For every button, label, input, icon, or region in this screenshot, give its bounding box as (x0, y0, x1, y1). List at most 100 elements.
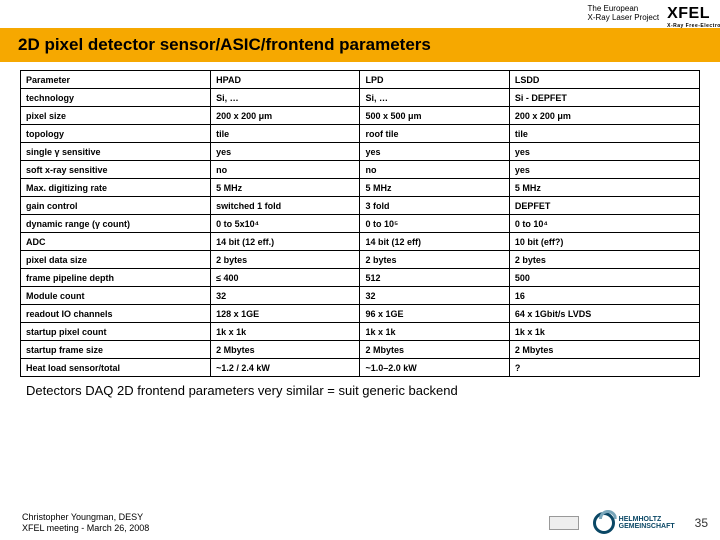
table-row: startup pixel count1k x 1k1k x 1k1k x 1k (21, 323, 700, 341)
table-cell: 5 MHz (360, 179, 509, 197)
table-cell: Module count (21, 287, 211, 305)
table-cell: 1k x 1k (360, 323, 509, 341)
credits-line2: XFEL meeting - March 26, 2008 (22, 523, 149, 534)
credits-line1: Christopher Youngman, DESY (22, 512, 149, 523)
parameters-table: ParameterHPADLPDLSDD technologySi, …Si, … (20, 70, 700, 377)
table-cell: 0 to 10⁵ (360, 215, 509, 233)
table-cell: DEPFET (509, 197, 699, 215)
table-row: pixel data size2 bytes2 bytes2 bytes (21, 251, 700, 269)
table-cell: 1k x 1k (509, 323, 699, 341)
table-row: gain controlswitched 1 fold3 foldDEPFET (21, 197, 700, 215)
credits: Christopher Youngman, DESY XFEL meeting … (22, 512, 149, 534)
top-header: The European X-Ray Laser Project XFEL X-… (0, 0, 720, 28)
column-header: LPD (360, 71, 509, 89)
table-cell: no (360, 161, 509, 179)
table-cell: Max. digitizing rate (21, 179, 211, 197)
column-header: LSDD (509, 71, 699, 89)
xfel-logo-text: XFEL (667, 5, 710, 22)
table-row: ADC14 bit (12 eff.)14 bit (12 eff)10 bit… (21, 233, 700, 251)
table-row: single γ sensitiveyesyesyes (21, 143, 700, 161)
table-cell: 200 x 200 μm (509, 107, 699, 125)
table-cell: 128 x 1GE (211, 305, 360, 323)
table-cell: ? (509, 359, 699, 377)
table-cell: 32 (211, 287, 360, 305)
table-cell: 500 x 500 μm (360, 107, 509, 125)
table-cell: ADC (21, 233, 211, 251)
xfel-logo-sub: X-Ray Free-Electron Laser (667, 23, 720, 29)
bottom-bar: Christopher Youngman, DESY XFEL meeting … (0, 512, 720, 534)
helmholtz-text: HELMHOLTZ GEMEINSCHAFT (619, 516, 675, 530)
table-cell: switched 1 fold (211, 197, 360, 215)
table-row: frame pipeline depth≤ 400512500 (21, 269, 700, 287)
title-band: 2D pixel detector sensor/ASIC/frontend p… (0, 28, 720, 62)
table-cell: 0 to 5x10⁴ (211, 215, 360, 233)
table-cell: 96 x 1GE (360, 305, 509, 323)
table-cell: startup frame size (21, 341, 211, 359)
table-cell: Si - DEPFET (509, 89, 699, 107)
table-cell: readout IO channels (21, 305, 211, 323)
table-row: Max. digitizing rate5 MHz5 MHz5 MHz (21, 179, 700, 197)
table-cell: no (211, 161, 360, 179)
table-cell: yes (360, 143, 509, 161)
table-cell: Heat load sensor/total (21, 359, 211, 377)
table-cell: 2 bytes (360, 251, 509, 269)
helmholtz-logo: HELMHOLTZ GEMEINSCHAFT (593, 512, 675, 534)
table-row: topologytileroof tiletile (21, 125, 700, 143)
table-cell: 2 Mbytes (211, 341, 360, 359)
table-cell: 14 bit (12 eff) (360, 233, 509, 251)
logo-group: HELMHOLTZ GEMEINSCHAFT 35 (549, 512, 708, 534)
org-name: The European X-Ray Laser Project (588, 5, 660, 23)
table-row: readout IO channels128 x 1GE96 x 1GE64 x… (21, 305, 700, 323)
column-header: Parameter (21, 71, 211, 89)
table-cell: yes (509, 161, 699, 179)
table-cell: 32 (360, 287, 509, 305)
table-cell: Si, … (360, 89, 509, 107)
table-cell: single γ sensitive (21, 143, 211, 161)
table-cell: 2 bytes (509, 251, 699, 269)
table-cell: tile (509, 125, 699, 143)
xfel-logo: XFEL X-Ray Free-Electron Laser (667, 5, 710, 23)
table-cell: topology (21, 125, 211, 143)
table-row: soft x-ray sensitivenonoyes (21, 161, 700, 179)
table-cell: 5 MHz (509, 179, 699, 197)
table-cell: yes (211, 143, 360, 161)
table-cell: 3 fold (360, 197, 509, 215)
table-cell: gain control (21, 197, 211, 215)
table-cell: ~1.2 / 2.4 kW (211, 359, 360, 377)
table-cell: 16 (509, 287, 699, 305)
helmholtz-line2: GEMEINSCHAFT (619, 523, 675, 530)
table-row: dynamic range (γ count)0 to 5x10⁴0 to 10… (21, 215, 700, 233)
table-cell: ≤ 400 (211, 269, 360, 287)
table-body: technologySi, …Si, …Si - DEPFETpixel siz… (21, 89, 700, 377)
column-header: HPAD (211, 71, 360, 89)
table-cell: 500 (509, 269, 699, 287)
org-line2: X-Ray Laser Project (588, 14, 660, 23)
table-cell: yes (509, 143, 699, 161)
table-cell: tile (211, 125, 360, 143)
table-row: Module count323216 (21, 287, 700, 305)
table-cell: technology (21, 89, 211, 107)
table-cell: dynamic range (γ count) (21, 215, 211, 233)
table-cell: frame pipeline depth (21, 269, 211, 287)
helmholtz-rings-icon (593, 512, 615, 534)
table-cell: Si, … (211, 89, 360, 107)
table-row: startup frame size2 Mbytes2 Mbytes2 Mbyt… (21, 341, 700, 359)
table-cell: 2 Mbytes (509, 341, 699, 359)
table-cell: roof tile (360, 125, 509, 143)
table-cell: 10 bit (eff?) (509, 233, 699, 251)
table-cell: 14 bit (12 eff.) (211, 233, 360, 251)
table-row: Heat load sensor/total~1.2 / 2.4 kW~1.0–… (21, 359, 700, 377)
table-cell: pixel data size (21, 251, 211, 269)
table-cell: 64 x 1Gbit/s LVDS (509, 305, 699, 323)
table-cell: ~1.0–2.0 kW (360, 359, 509, 377)
footer-note: Detectors DAQ 2D frontend parameters ver… (0, 379, 720, 398)
table-head: ParameterHPADLPDLSDD (21, 71, 700, 89)
table-cell: 512 (360, 269, 509, 287)
table-cell: 200 x 200 μm (211, 107, 360, 125)
table-row: pixel size200 x 200 μm500 x 500 μm200 x … (21, 107, 700, 125)
table-row: technologySi, …Si, …Si - DEPFET (21, 89, 700, 107)
table-cell: 2 bytes (211, 251, 360, 269)
table-cell: 0 to 10⁴ (509, 215, 699, 233)
page-number: 35 (695, 516, 708, 530)
table-cell: soft x-ray sensitive (21, 161, 211, 179)
